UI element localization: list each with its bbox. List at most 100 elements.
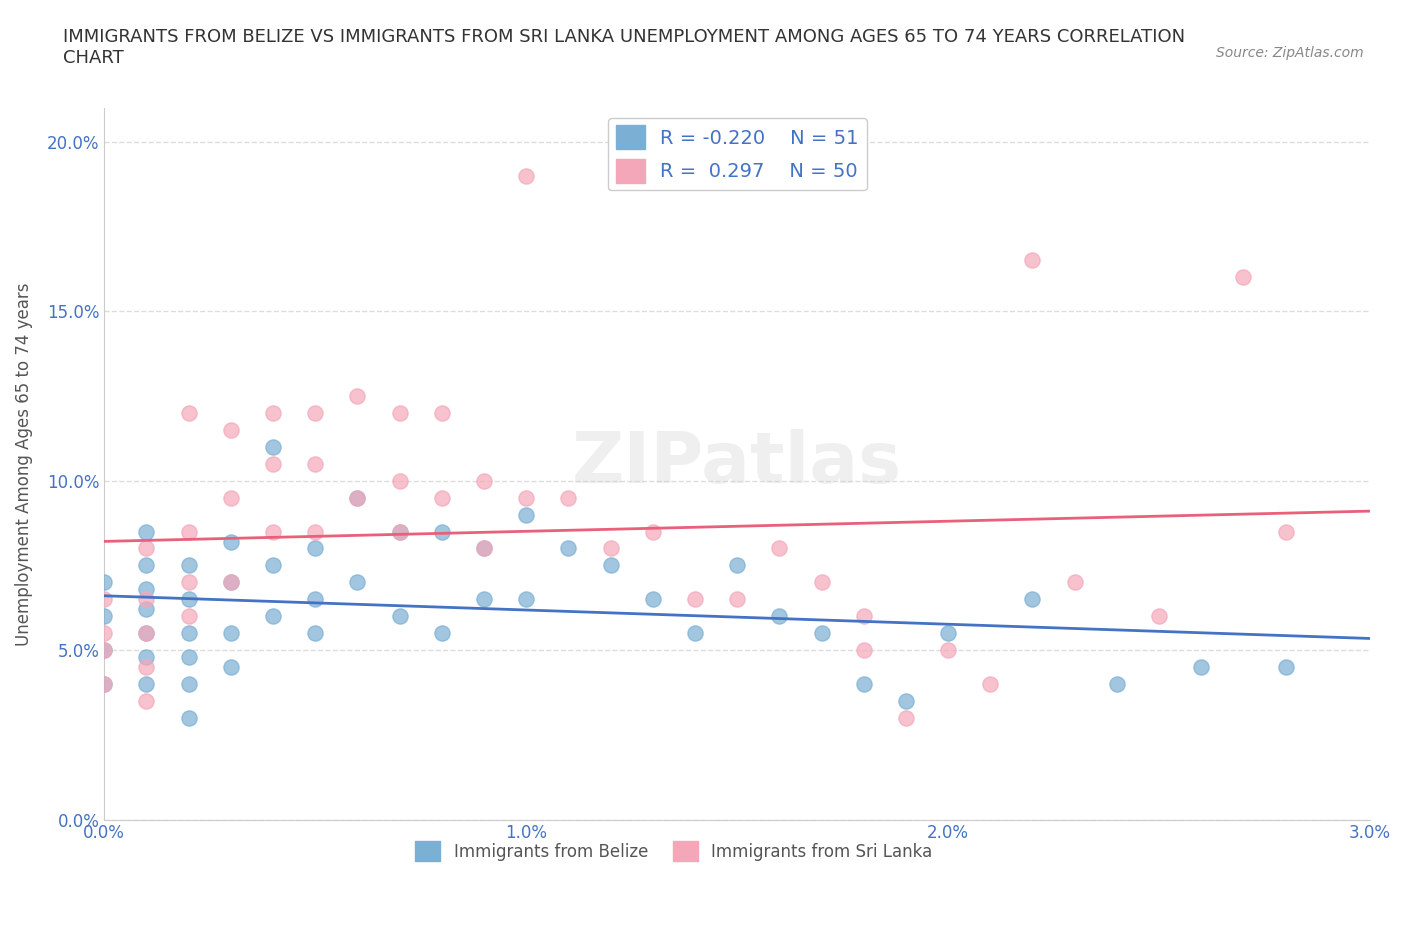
Y-axis label: Unemployment Among Ages 65 to 74 years: Unemployment Among Ages 65 to 74 years [15, 282, 32, 645]
Point [683, 591, 706, 606]
Point [515, 591, 537, 606]
Point [304, 591, 326, 606]
Point [346, 575, 368, 590]
Point [852, 643, 875, 658]
Point [852, 609, 875, 624]
Point [810, 626, 832, 641]
Point [177, 626, 200, 641]
Point [93, 575, 115, 590]
Point [1189, 659, 1212, 674]
Point [135, 541, 157, 556]
Point [304, 405, 326, 420]
Point [515, 168, 537, 183]
Point [262, 439, 284, 454]
Point [894, 711, 917, 725]
Point [683, 626, 706, 641]
Point [219, 575, 242, 590]
Point [93, 676, 115, 691]
Point [1105, 676, 1128, 691]
Point [177, 711, 200, 725]
Point [768, 541, 790, 556]
Point [177, 676, 200, 691]
Point [599, 558, 621, 573]
Point [599, 541, 621, 556]
Point [557, 541, 579, 556]
Point [177, 609, 200, 624]
Point [388, 473, 411, 488]
Point [1021, 253, 1043, 268]
Point [515, 507, 537, 522]
Point [304, 541, 326, 556]
Point [557, 490, 579, 505]
Point [219, 534, 242, 549]
Legend: Immigrants from Belize, Immigrants from Sri Lanka: Immigrants from Belize, Immigrants from … [409, 834, 939, 868]
Point [135, 602, 157, 617]
Point [135, 676, 157, 691]
Point [135, 694, 157, 709]
Point [135, 581, 157, 596]
Point [936, 643, 959, 658]
Point [93, 591, 115, 606]
Point [1063, 575, 1085, 590]
Point [177, 405, 200, 420]
Point [472, 541, 495, 556]
Point [262, 558, 284, 573]
Point [219, 490, 242, 505]
Point [93, 643, 115, 658]
Point [262, 457, 284, 472]
Point [725, 558, 748, 573]
Point [346, 490, 368, 505]
Point [93, 626, 115, 641]
Point [304, 525, 326, 539]
Point [472, 591, 495, 606]
Point [810, 575, 832, 590]
Point [346, 490, 368, 505]
Point [135, 626, 157, 641]
Point [641, 525, 664, 539]
Point [894, 694, 917, 709]
Point [135, 591, 157, 606]
Point [177, 591, 200, 606]
Point [936, 626, 959, 641]
Point [93, 676, 115, 691]
Point [1232, 270, 1254, 285]
Point [262, 609, 284, 624]
Point [472, 473, 495, 488]
Point [430, 626, 453, 641]
Point [304, 626, 326, 641]
Point [177, 649, 200, 664]
Point [388, 405, 411, 420]
Point [304, 457, 326, 472]
Point [768, 609, 790, 624]
Point [177, 558, 200, 573]
Point [262, 405, 284, 420]
Text: Source: ZipAtlas.com: Source: ZipAtlas.com [1216, 46, 1364, 60]
Point [852, 676, 875, 691]
Point [219, 575, 242, 590]
Point [177, 525, 200, 539]
Point [430, 525, 453, 539]
Text: IMMIGRANTS FROM BELIZE VS IMMIGRANTS FROM SRI LANKA UNEMPLOYMENT AMONG AGES 65 T: IMMIGRANTS FROM BELIZE VS IMMIGRANTS FRO… [63, 28, 1185, 67]
Point [93, 609, 115, 624]
Point [135, 649, 157, 664]
Point [388, 525, 411, 539]
Point [515, 490, 537, 505]
Point [1274, 525, 1296, 539]
Point [641, 591, 664, 606]
Point [346, 389, 368, 404]
Point [135, 659, 157, 674]
Point [388, 609, 411, 624]
Point [725, 591, 748, 606]
Point [388, 525, 411, 539]
Point [1274, 659, 1296, 674]
Point [219, 659, 242, 674]
Point [1147, 609, 1170, 624]
Text: ZIPatlas: ZIPatlas [572, 430, 903, 498]
Point [430, 490, 453, 505]
Point [219, 626, 242, 641]
Point [262, 525, 284, 539]
Point [219, 422, 242, 437]
Point [979, 676, 1001, 691]
Point [177, 575, 200, 590]
Point [472, 541, 495, 556]
